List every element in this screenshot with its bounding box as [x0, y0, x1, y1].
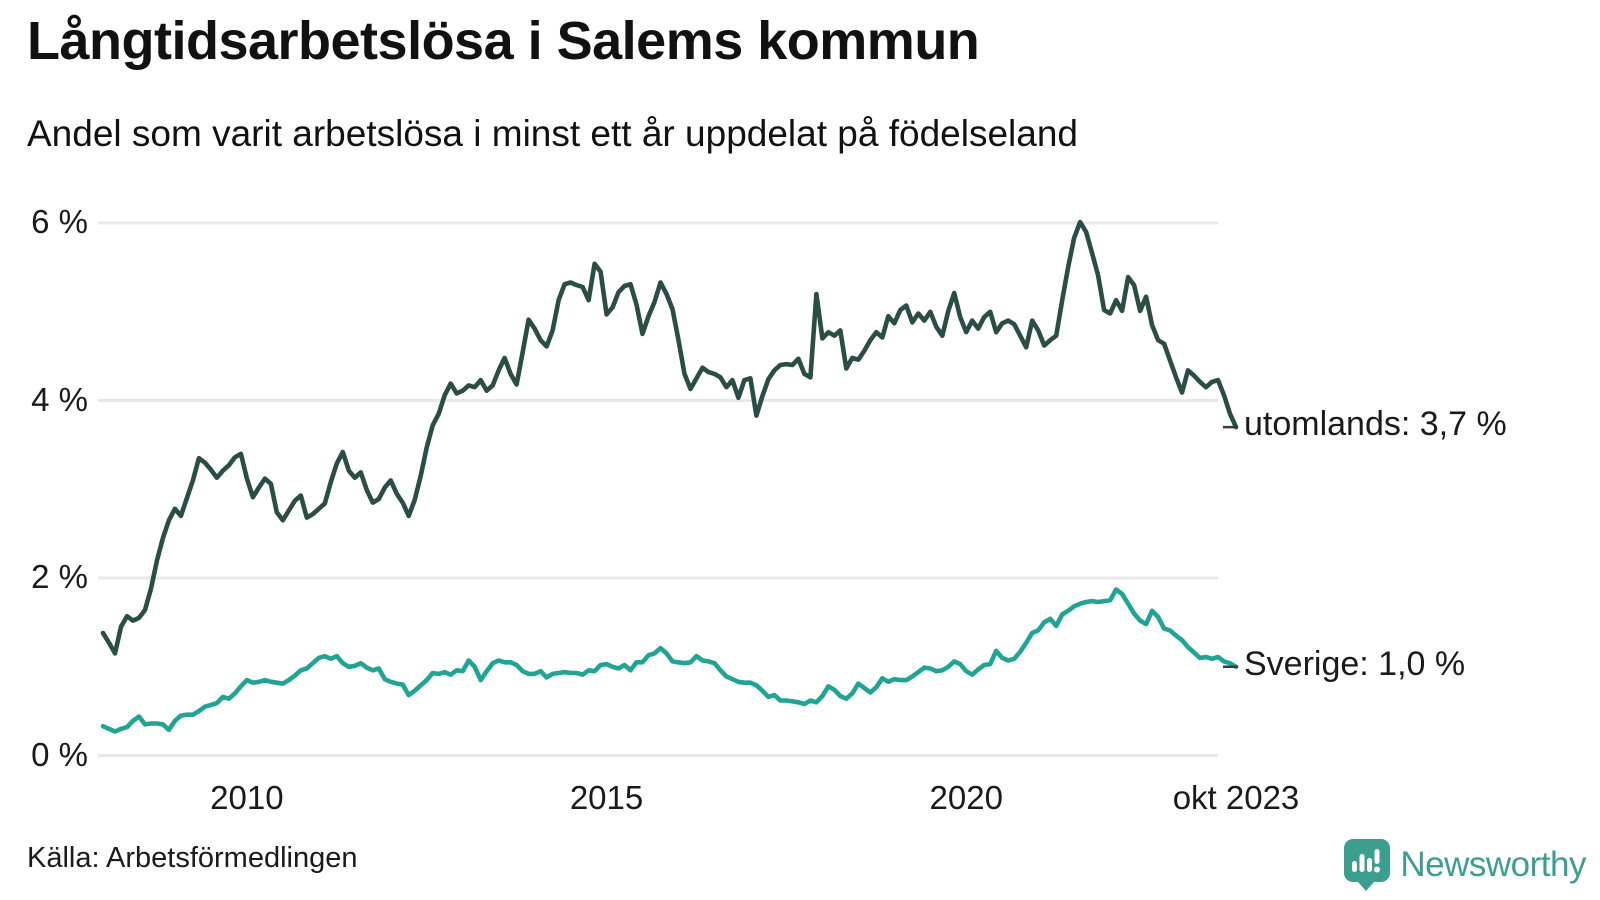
newsworthy-wordmark: Newsworthy [1400, 845, 1586, 884]
y-tick-label-0: 0 % [31, 735, 88, 773]
newsworthy-logo: Newsworthy [1343, 838, 1586, 892]
series-end-label-utomlands: utomlands: 3,7 % [1244, 405, 1507, 444]
source-note: Källa: Arbetsförmedlingen [27, 842, 358, 874]
x-tick-label-2010: 2010 [210, 779, 284, 816]
series-line-utomlands [100, 219, 1239, 656]
page-subtitle: Andel som varit arbetslösa i minst ett å… [27, 113, 1078, 154]
x-tick-label-okt-2023: okt 2023 [1172, 779, 1300, 816]
x-tick-label-2015: 2015 [569, 779, 644, 816]
y-tick-label-2: 2 % [31, 558, 88, 595]
newsworthy-bubble-chart-icon [1344, 839, 1391, 891]
series-line-Sverige [100, 587, 1239, 734]
x-tick-label-2020: 2020 [929, 779, 1003, 816]
page-title: Långtidsarbetslösa i Salems kommun [27, 11, 980, 71]
series-end-label-Sverige: Sverige: 1,0 % [1244, 644, 1466, 683]
y-tick-label-6: 6 % [31, 203, 88, 240]
y-tick-label-4: 4 % [31, 380, 88, 418]
